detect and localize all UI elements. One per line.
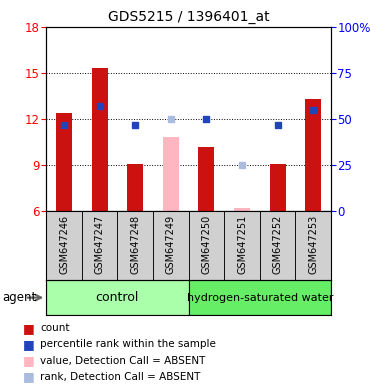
Text: GSM647246: GSM647246	[59, 215, 69, 274]
Text: ■: ■	[23, 354, 35, 367]
Text: agent: agent	[2, 291, 36, 304]
Bar	[46, 280, 189, 315]
Text: GSM647251: GSM647251	[237, 215, 247, 274]
Text: GSM647250: GSM647250	[201, 215, 211, 274]
Bar	[296, 211, 331, 280]
Bar	[163, 137, 179, 211]
Bar	[153, 211, 189, 280]
Bar	[189, 280, 331, 315]
Bar	[82, 211, 117, 280]
Text: GSM647247: GSM647247	[95, 215, 105, 274]
Text: GSM647249: GSM647249	[166, 215, 176, 274]
Text: GSM647252: GSM647252	[273, 215, 283, 274]
Text: percentile rank within the sample: percentile rank within the sample	[40, 339, 216, 349]
Bar	[224, 211, 260, 280]
Bar	[127, 164, 143, 211]
Text: GSM647253: GSM647253	[308, 215, 318, 274]
Title: GDS5215 / 1396401_at: GDS5215 / 1396401_at	[108, 10, 270, 25]
Text: ■: ■	[23, 370, 35, 383]
Bar	[92, 68, 108, 211]
Text: ■: ■	[23, 338, 35, 351]
Bar	[56, 113, 72, 211]
Bar	[198, 147, 214, 211]
Bar	[270, 164, 286, 211]
Bar	[305, 99, 321, 211]
Text: count: count	[40, 323, 70, 333]
Text: control: control	[96, 291, 139, 304]
Bar	[46, 211, 82, 280]
Bar	[260, 211, 296, 280]
Bar	[234, 208, 250, 211]
Bar	[117, 211, 153, 280]
Bar	[189, 211, 224, 280]
Text: rank, Detection Call = ABSENT: rank, Detection Call = ABSENT	[40, 372, 201, 382]
Text: hydrogen-saturated water: hydrogen-saturated water	[187, 293, 333, 303]
Text: ■: ■	[23, 322, 35, 335]
Text: value, Detection Call = ABSENT: value, Detection Call = ABSENT	[40, 356, 206, 366]
Text: GSM647248: GSM647248	[130, 215, 140, 274]
